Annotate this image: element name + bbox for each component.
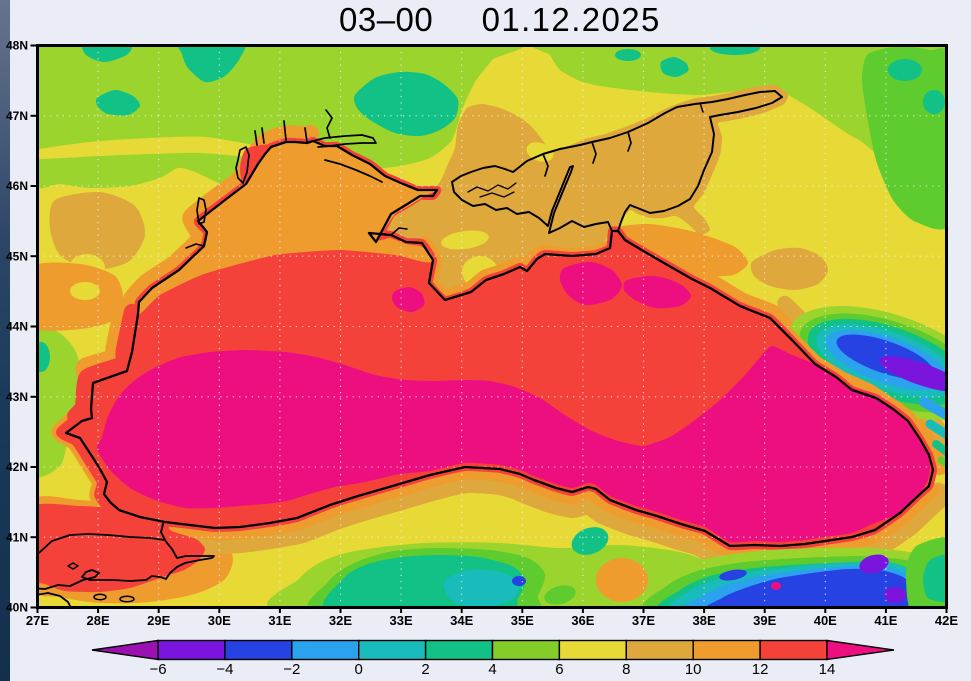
svg-text:4: 4 (488, 661, 496, 678)
svg-text:31E: 31E (268, 613, 291, 628)
svg-text:42E: 42E (935, 613, 958, 628)
svg-text:35E: 35E (511, 613, 534, 628)
svg-text:44N: 44N (6, 320, 28, 334)
svg-text:−6: −6 (149, 661, 166, 678)
svg-text:47N: 47N (6, 109, 28, 123)
svg-text:−4: −4 (216, 661, 233, 678)
svg-text:30E: 30E (208, 613, 231, 628)
svg-text:0: 0 (355, 661, 363, 678)
svg-text:12: 12 (752, 661, 769, 678)
svg-text:46N: 46N (6, 179, 28, 193)
svg-text:43N: 43N (6, 390, 28, 404)
svg-text:38E: 38E (693, 613, 716, 628)
svg-text:28E: 28E (87, 613, 110, 628)
svg-text:39E: 39E (753, 613, 776, 628)
svg-text:40E: 40E (814, 613, 837, 628)
svg-text:14: 14 (819, 661, 836, 678)
svg-text:33E: 33E (390, 613, 413, 628)
svg-text:27E: 27E (26, 613, 49, 628)
svg-text:41N: 41N (6, 531, 28, 545)
svg-text:2: 2 (421, 661, 429, 678)
svg-text:40N: 40N (6, 601, 28, 615)
svg-text:8: 8 (622, 661, 630, 678)
svg-text:29E: 29E (147, 613, 170, 628)
svg-text:−2: −2 (283, 661, 300, 678)
svg-text:34E: 34E (450, 613, 473, 628)
svg-text:6: 6 (555, 661, 563, 678)
svg-text:10: 10 (685, 661, 702, 678)
svg-text:42N: 42N (6, 460, 28, 474)
svg-text:37E: 37E (632, 613, 655, 628)
svg-text:41E: 41E (874, 613, 897, 628)
svg-text:36E: 36E (571, 613, 594, 628)
svg-text:32E: 32E (329, 613, 352, 628)
svg-text:48N: 48N (6, 39, 28, 53)
svg-text:45N: 45N (6, 249, 28, 263)
